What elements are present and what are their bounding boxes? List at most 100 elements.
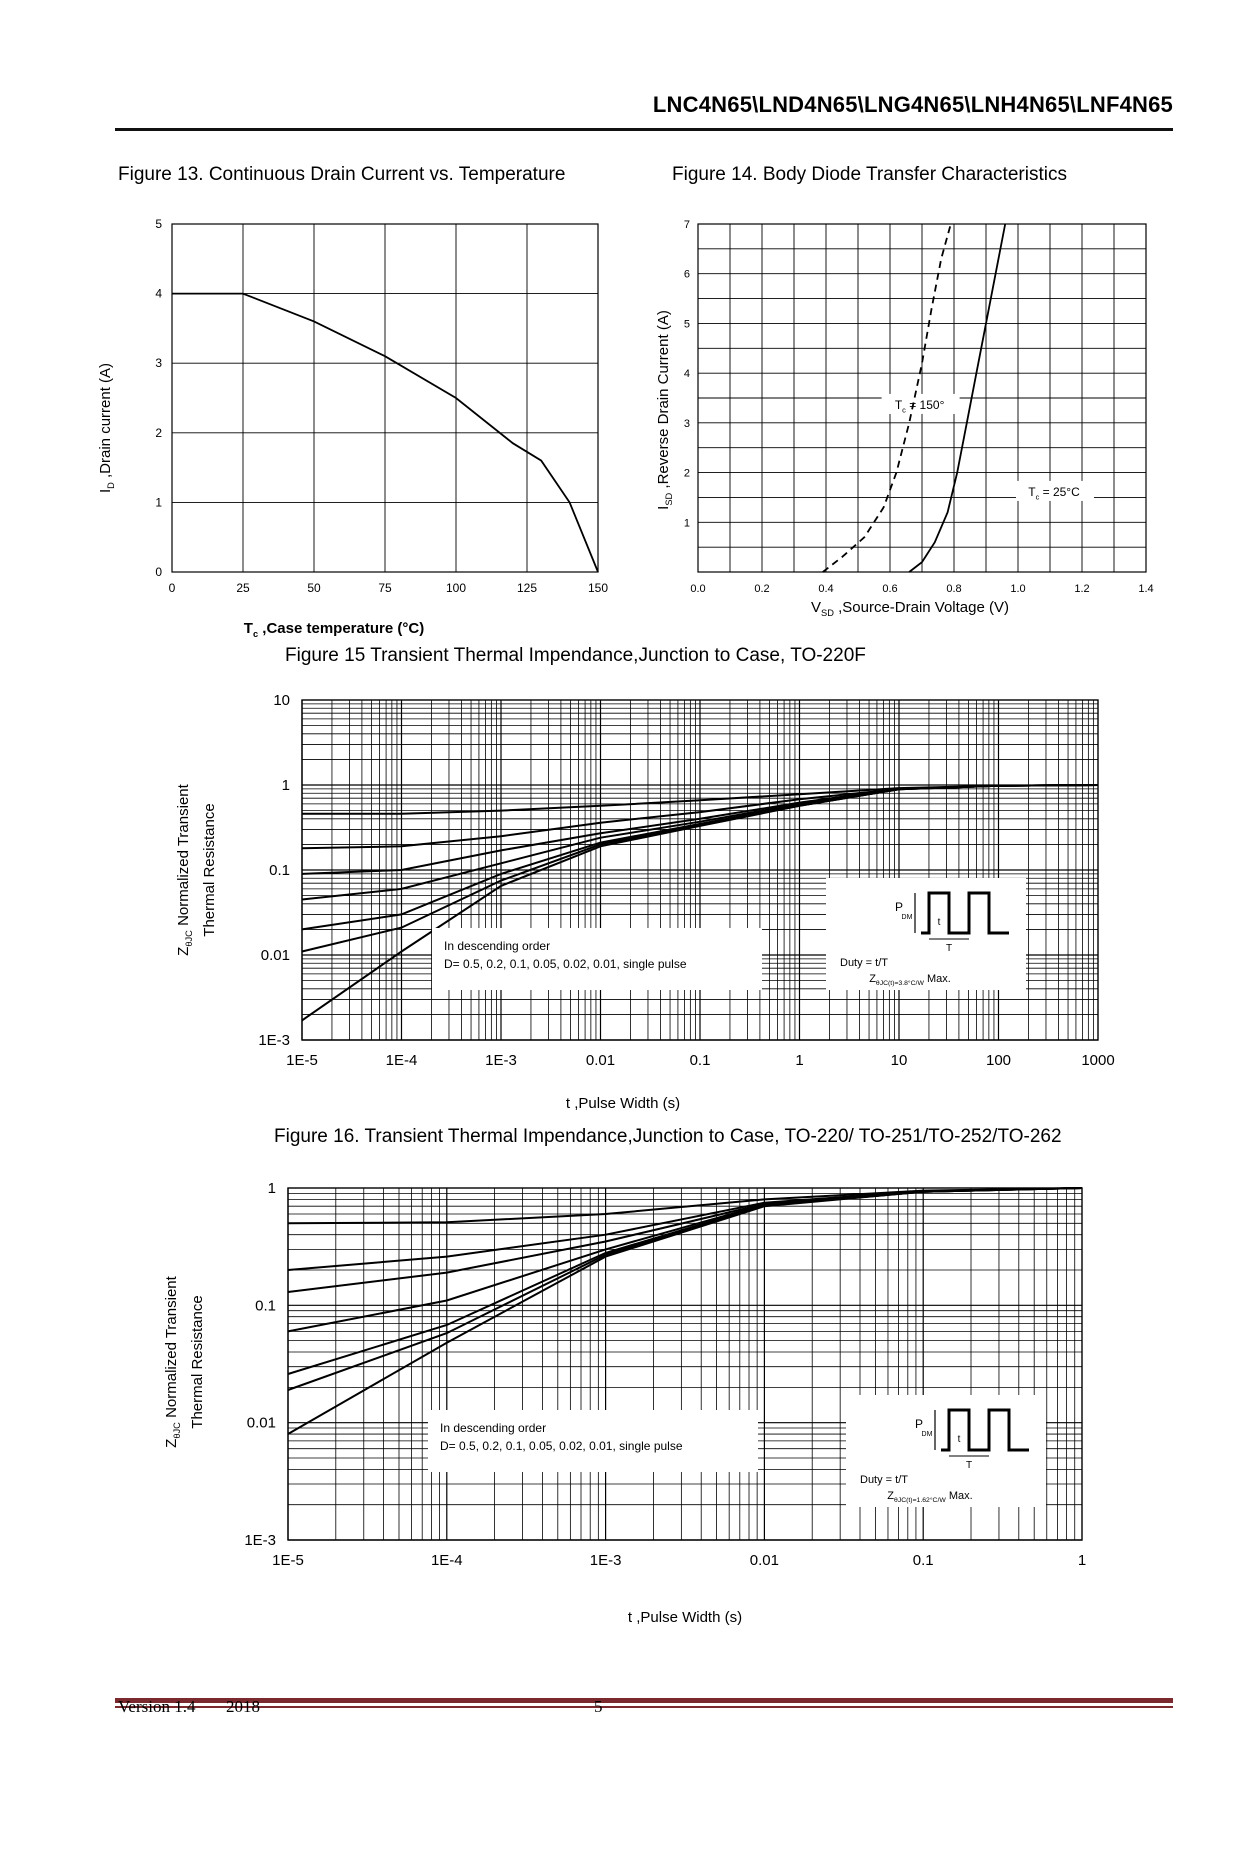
fig13-plot-frame bbox=[171, 223, 599, 573]
fig15-inset-zthjc-label: ZθJC(t)=3.8°C/W Max. bbox=[869, 973, 951, 987]
fig15-legend-line-2: D= 0.5, 0.2, 0.1, 0.05, 0.02, 0.01, sing… bbox=[444, 957, 687, 971]
fig16-legend-bg bbox=[428, 1410, 758, 1472]
fig14-annotation-bg bbox=[1016, 480, 1094, 501]
fig13-x-tick-label: 150 bbox=[588, 581, 608, 595]
fig16-y-tick-label: 0.1 bbox=[255, 1297, 276, 1314]
fig13-series-line bbox=[172, 292, 599, 573]
footer-page-number: 5 bbox=[594, 1697, 603, 1716]
fig15-y-axis-label-line1: ZθJC Normalized Transient bbox=[175, 783, 194, 955]
fig15-inset-t-label: t bbox=[938, 917, 941, 928]
fig15-y-tick-label: 0.01 bbox=[261, 947, 290, 964]
fig15-plot-frame bbox=[301, 699, 1099, 1041]
fig16-inset-period-label: T bbox=[966, 1460, 972, 1471]
fig16-inset-t-label: t bbox=[958, 1434, 961, 1445]
fig16-y-axis-label-line2: Thermal Resistance bbox=[189, 1295, 206, 1428]
fig16-y-tick-label: 1E-3 bbox=[244, 1532, 276, 1549]
fig13-x-tick-label: 50 bbox=[307, 581, 321, 595]
fig13-x-tick-label: 25 bbox=[236, 581, 250, 595]
fig14-y-tick-label: 7 bbox=[684, 219, 690, 231]
fig15-inset-duty-label: Duty = t/T bbox=[840, 957, 888, 969]
fig14-y-tick-label: 3 bbox=[684, 418, 690, 430]
fig16-inset-p-label: P bbox=[915, 1417, 923, 1431]
fig16-series-line-4 bbox=[287, 1187, 1083, 1375]
fig15-x-axis-label: t ,Pulse Width (s) bbox=[566, 1095, 680, 1112]
fig16-plot-frame bbox=[287, 1187, 1083, 1541]
fig14-x-axis-label: VSD ,Source-Drain Voltage (V) bbox=[811, 599, 1009, 618]
fig13-y-tick-label: 3 bbox=[155, 356, 162, 370]
fig13-x-tick-label: 125 bbox=[517, 581, 537, 595]
fig15-x-tick-label: 1E-4 bbox=[386, 1052, 418, 1069]
fig15-x-tick-label: 1 bbox=[795, 1052, 803, 1069]
fig16-y-tick-label: 1 bbox=[268, 1180, 276, 1197]
fig14-annotation-bg bbox=[881, 393, 960, 414]
fig16-x-tick-label: 1E-5 bbox=[272, 1552, 304, 1569]
footer-version: Version 1.4 bbox=[118, 1697, 196, 1716]
fig14-y-tick-label: 2 bbox=[684, 468, 690, 480]
header-divider bbox=[115, 128, 1173, 131]
fig14-annotation-label-1: Tc = 25°C bbox=[1028, 485, 1080, 501]
fig16-x-tick-label: 0.1 bbox=[913, 1552, 934, 1569]
fig15-title: Figure 15 Transient Thermal Impendance,J… bbox=[285, 645, 866, 666]
fig16-y-axis-label-line1: ZθJC Normalized Transient bbox=[163, 1275, 182, 1447]
fig14-x-tick-label: 0.4 bbox=[818, 583, 833, 595]
fig14-title: Figure 14. Body Diode Transfer Character… bbox=[672, 164, 1067, 185]
footer-year: 2018 bbox=[226, 1697, 260, 1716]
fig15-y-tick-label: 0.1 bbox=[269, 862, 290, 879]
fig14-x-tick-label: 0.0 bbox=[690, 583, 705, 595]
fig14-y-tick-label: 6 bbox=[684, 269, 690, 281]
fig13-y-tick-label: 4 bbox=[155, 287, 162, 301]
fig15-x-tick-label: 0.1 bbox=[690, 1052, 711, 1069]
fig14-y-tick-label: 1 bbox=[684, 517, 690, 529]
fig15-y-tick-label: 10 bbox=[273, 692, 290, 709]
fig13-y-tick-label: 2 bbox=[155, 426, 162, 440]
fig15-legend-bg bbox=[432, 928, 762, 990]
fig15-x-tick-label: 1000 bbox=[1081, 1052, 1114, 1069]
fig15-y-tick-label: 1E-3 bbox=[258, 1032, 290, 1049]
fig15-x-tick-label: 1E-5 bbox=[286, 1052, 318, 1069]
fig16-series-line-2 bbox=[287, 1187, 1083, 1293]
fig16-inset-dm-label: DM bbox=[922, 1431, 933, 1438]
fig13-x-tick-label: 0 bbox=[169, 581, 176, 595]
fig15-legend-line-1: In descending order bbox=[444, 939, 550, 953]
fig16-inset-duty-label: Duty = t/T bbox=[860, 1474, 908, 1486]
footer-divider-thin bbox=[115, 1706, 1173, 1708]
fig15-x-tick-label: 1E-3 bbox=[485, 1052, 517, 1069]
document-header-title: LNC4N65\LND4N65\LNG4N65\LNH4N65\LNF4N65 bbox=[652, 92, 1173, 117]
fig16-x-tick-label: 1E-3 bbox=[590, 1552, 622, 1569]
fig16-x-tick-label: 0.01 bbox=[750, 1552, 779, 1569]
fig15-inset-dm-label: DM bbox=[902, 914, 913, 921]
fig15-y-axis-label-line2: Thermal Resistance bbox=[201, 803, 218, 936]
fig16-legend-line-1: In descending order bbox=[440, 1421, 546, 1435]
fig13-x-axis-label: Tc ,Case temperature (°C) bbox=[244, 620, 424, 639]
fig14-annotation-label-0: Tc = 150° bbox=[895, 398, 945, 414]
fig14-x-tick-label: 0.6 bbox=[882, 583, 897, 595]
fig13-y-tick-label: 1 bbox=[155, 495, 162, 509]
fig16-inset-zthjc-label: ZθJC(t)=1.62°C/W Max. bbox=[887, 1490, 972, 1504]
fig14-plot-frame bbox=[697, 223, 1147, 573]
fig14-series-line-0 bbox=[822, 223, 952, 573]
fig14-x-tick-label: 1.4 bbox=[1138, 583, 1153, 595]
fig13-y-tick-label: 5 bbox=[155, 217, 162, 231]
fig14-y-tick-label: 5 bbox=[684, 318, 690, 330]
footer-divider-thick bbox=[115, 1698, 1173, 1703]
fig14-y-axis-label: ISD ,Reverse Drain Current (A) bbox=[655, 310, 674, 510]
fig15-inset-period-label: T bbox=[946, 943, 952, 954]
fig13-y-axis-label: ID ,Drain current (A) bbox=[97, 363, 116, 493]
fig15-inset-pulse-waveform bbox=[921, 891, 1009, 935]
fig14-y-tick-label: 4 bbox=[684, 368, 690, 380]
fig15-x-tick-label: 100 bbox=[986, 1052, 1011, 1069]
fig16-x-tick-label: 1 bbox=[1078, 1552, 1086, 1569]
fig14-x-tick-label: 0.8 bbox=[946, 583, 961, 595]
fig16-inset-pulse-waveform bbox=[941, 1408, 1029, 1452]
fig13-x-tick-label: 100 bbox=[446, 581, 466, 595]
fig16-series-line-6 bbox=[287, 1187, 1083, 1435]
fig14-x-tick-label: 1.0 bbox=[1010, 583, 1025, 595]
fig13-x-tick-label: 75 bbox=[378, 581, 392, 595]
fig16-legend-line-2: D= 0.5, 0.2, 0.1, 0.05, 0.02, 0.01, sing… bbox=[440, 1439, 683, 1453]
fig16-title: Figure 16. Transient Thermal Impendance,… bbox=[274, 1126, 1062, 1147]
fig14-x-tick-label: 1.2 bbox=[1074, 583, 1089, 595]
fig14-x-tick-label: 0.2 bbox=[754, 583, 769, 595]
fig15-y-tick-label: 1 bbox=[282, 777, 290, 794]
fig16-y-tick-label: 0.01 bbox=[247, 1415, 276, 1432]
